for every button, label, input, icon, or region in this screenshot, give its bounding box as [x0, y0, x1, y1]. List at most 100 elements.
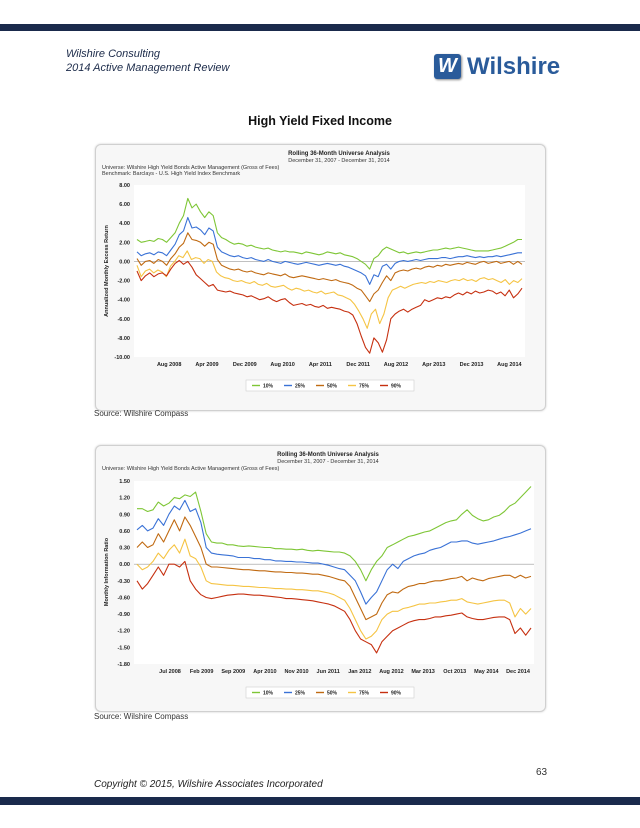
legend-box	[245, 379, 415, 392]
legend-label: 50%	[327, 384, 338, 390]
chart-subtitle: December 31, 2007 - December 31, 2014	[288, 158, 390, 164]
legend-label: 90%	[391, 691, 402, 697]
source-note: Source: Wilshire Compass	[94, 712, 189, 721]
company-name: Wilshire Consulting	[66, 48, 161, 60]
legend-label: 25%	[295, 691, 306, 697]
y-tick-label: -6.00	[117, 317, 130, 323]
x-tick-label: May 2014	[474, 669, 499, 675]
y-axis-ticks: 8.00 6.00 4.00 2.00 0.00 -2.00 -4.00 -6.00 -8.00…	[114, 183, 130, 361]
y-tick-label: -8.00	[117, 336, 130, 342]
legend-label: 10%	[263, 384, 274, 390]
x-tick-label: Nov 2010	[284, 669, 308, 675]
x-tick-label: Dec 2011	[346, 362, 370, 368]
x-axis-ticks: Jul 2008 Feb 2009 Sep 2009 Apr 2010 Nov 2010…	[159, 669, 531, 675]
information-ratio-chart-svg: Rolling 36-Month Universe Analysis Decem…	[102, 452, 534, 699]
series-line-25pct	[136, 216, 522, 285]
y-tick-label: -0.90	[117, 612, 130, 618]
y-tick-label: -4.00	[117, 298, 130, 304]
x-tick-label: Aug 2012	[384, 362, 408, 368]
section-title: High Yield Fixed Income	[248, 114, 392, 128]
chart-universe: Universe: Wilshire High Yield Bonds Acti…	[102, 466, 279, 472]
series-line-90pct	[136, 560, 532, 654]
y-tick-label: 6.00	[119, 202, 130, 208]
x-tick-label: Dec 2014	[506, 669, 531, 675]
x-tick-label: Apr 2010	[253, 669, 276, 675]
legend-label: 25%	[295, 384, 306, 390]
series-line-10pct	[136, 197, 522, 270]
page-number: 63	[536, 767, 548, 778]
chart-benchmark: Benchmark: Barclays - U.S. High Yield In…	[102, 171, 240, 177]
x-tick-label: Aug 2014	[497, 362, 522, 368]
chart-universe: Universe: Wilshire High Yield Bonds Acti…	[102, 165, 279, 171]
series-line-10pct	[137, 486, 532, 582]
chart-legend: 10% 25% 50% 75% 90%	[245, 379, 415, 392]
x-axis-ticks: Aug 2008 Apr 2009 Dec 2009 Aug 2010 Apr 2011…	[157, 362, 523, 368]
legend-box	[245, 686, 415, 699]
x-tick-label: Feb 2009	[190, 669, 214, 675]
series-line-25pct	[136, 499, 532, 605]
legend-label: 50%	[327, 691, 338, 697]
excess-return-chart-svg: Rolling 36-Month Universe Analysis Decem…	[102, 151, 525, 392]
x-tick-label: Apr 2011	[309, 362, 332, 368]
y-axis-ticks: 1.50 1.20 0.90 0.60 0.30 0.00 -0.30 -0.60 -0.90 -…	[117, 479, 130, 668]
series-line-75pct	[136, 250, 523, 329]
bottom-bar	[0, 797, 640, 805]
y-tick-label: 4.00	[119, 221, 130, 227]
y-tick-label: 2.00	[119, 240, 130, 246]
logo-letter: W	[438, 55, 457, 77]
y-tick-label: 1.20	[119, 496, 130, 502]
y-tick-label: -0.30	[117, 579, 130, 585]
legend-label: 75%	[359, 384, 370, 390]
y-axis-label: Annualized Monthly Excess Return	[104, 225, 110, 317]
chart-subtitle: December 31, 2007 - December 31, 2014	[277, 459, 379, 465]
top-bar	[0, 24, 640, 31]
y-tick-label: 0.30	[119, 546, 130, 552]
x-tick-label: Aug 2008	[157, 362, 181, 368]
y-tick-label: -1.50	[117, 645, 130, 651]
information-ratio-chart: Rolling 36-Month Universe Analysis Decem…	[95, 445, 546, 712]
source-note: Source: Wilshire Compass	[94, 409, 189, 418]
x-tick-label: Aug 2010	[270, 362, 294, 368]
series-lines	[136, 486, 532, 654]
x-tick-label: Jul 2008	[159, 669, 181, 675]
y-tick-label: -10.00	[114, 355, 130, 361]
series-line-50pct	[136, 232, 523, 303]
y-tick-label: -2.00	[117, 279, 130, 285]
chart-legend: 10% 25% 50% 75% 90%	[245, 686, 415, 699]
x-tick-label: Dec 2013	[460, 362, 484, 368]
logo-badge-icon	[434, 54, 461, 79]
logo-text: Wilshire	[467, 53, 561, 80]
plot-area	[134, 481, 534, 664]
x-tick-label: Aug 2012	[379, 669, 403, 675]
x-tick-label: Oct 2013	[443, 669, 466, 675]
series-line-75pct	[136, 538, 532, 640]
legend-label: 90%	[391, 384, 402, 390]
series-line-90pct	[136, 259, 523, 354]
y-tick-label: 0.90	[119, 512, 130, 518]
x-tick-label: Apr 2013	[422, 362, 445, 368]
chart-title: Rolling 36-Month Universe Analysis	[277, 452, 379, 458]
series-lines	[136, 197, 523, 354]
excess-return-chart: Rolling 36-Month Universe Analysis Decem…	[95, 144, 546, 411]
y-tick-label: 0.00	[119, 562, 130, 568]
copyright: Copyright © 2015, Wilshire Associates In…	[94, 779, 323, 790]
report-name: 2014 Active Management Review	[66, 62, 230, 74]
wilshire-logo: W Wilshire	[434, 52, 560, 82]
y-tick-label: 8.00	[119, 183, 130, 189]
y-axis-label: Monthly Information Ratio	[104, 537, 110, 606]
y-tick-label: -0.60	[117, 595, 130, 601]
plot-area	[134, 185, 525, 357]
series-line-50pct	[136, 516, 532, 621]
chart-title: Rolling 36-Month Universe Analysis	[288, 151, 390, 157]
x-tick-label: Apr 2009	[195, 362, 218, 368]
x-tick-label: Mar 2013	[411, 669, 435, 675]
y-tick-label: 0.00	[119, 259, 130, 265]
y-tick-label: 1.50	[119, 479, 130, 485]
y-tick-label: -1.80	[117, 662, 130, 668]
y-tick-label: 0.60	[119, 529, 130, 535]
x-tick-label: Sep 2009	[221, 669, 245, 675]
x-tick-label: Jun 2011	[317, 669, 340, 675]
legend-label: 75%	[359, 691, 370, 697]
x-tick-label: Jan 2012	[348, 669, 371, 675]
y-tick-label: -1.20	[117, 629, 130, 635]
